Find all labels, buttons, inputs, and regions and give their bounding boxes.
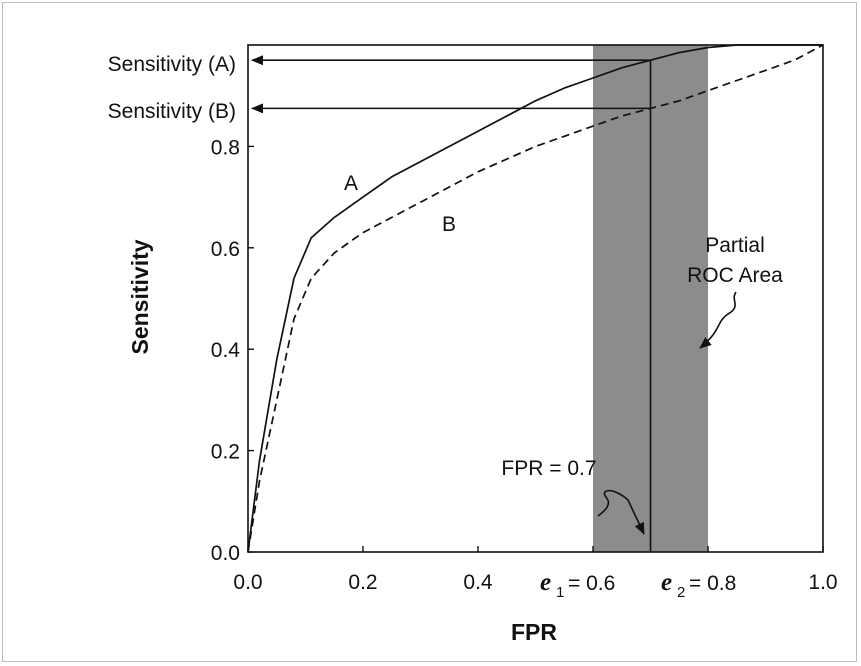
fpr-note-pointer-arrow [597, 489, 645, 535]
curve-a-label: A [344, 172, 358, 195]
e1-value: = 0.6 [568, 572, 615, 595]
curve-b-label: B [442, 213, 456, 236]
e1-threshold-label: e 1 = 0.6 [540, 569, 615, 601]
y-tick-label: 0.4 [211, 339, 241, 362]
e1-symbol: e [540, 569, 551, 596]
x-tick-label: 0.2 [348, 571, 377, 594]
y-tick-label: 0.0 [211, 542, 240, 565]
sensitivity-b-label: Sensitivity (B) [108, 100, 236, 123]
partial-area-label-line2: ROC Area [687, 264, 783, 287]
plot-area-border [247, 44, 824, 553]
x-tick-label: 1.0 [808, 571, 837, 594]
y-tick-label: 0.8 [211, 136, 240, 159]
roc-curve-a [247, 44, 823, 553]
roc-curve-b [247, 44, 824, 553]
x-tick-label: 0.0 [233, 571, 262, 594]
y-tick-label: 0.6 [211, 238, 240, 261]
e2-threshold-label: e 2 = 0.8 [661, 569, 736, 601]
fpr-note-label: FPR = 0.7 [501, 457, 596, 480]
x-axis-title: FPR [511, 619, 557, 645]
x-tick-label: 0.4 [463, 571, 493, 594]
e1-subscript: 1 [556, 584, 564, 601]
partial-area-label-line1: Partial [705, 234, 765, 257]
y-axis-title: Sensitivity [127, 239, 153, 354]
partial-area-pointer-arrow [699, 291, 737, 349]
e2-symbol: e [661, 569, 672, 596]
e2-subscript: 2 [677, 584, 685, 601]
sensitivity-a-label: Sensitivity (A) [108, 53, 236, 76]
y-tick-label: 0.2 [211, 441, 240, 464]
e2-value: = 0.8 [689, 572, 736, 595]
